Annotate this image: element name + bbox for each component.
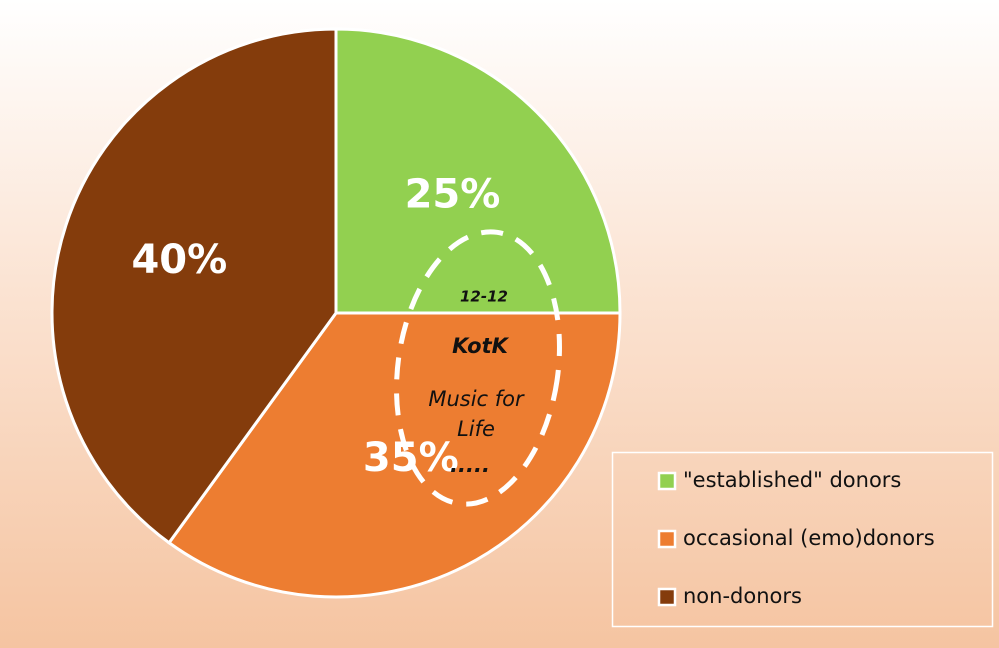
pie-slice — [334, 27, 622, 315]
legend-box — [611, 451, 994, 628]
legend-marker — [657, 471, 677, 491]
legend-marker — [657, 529, 677, 549]
pie-slice — [166, 311, 622, 599]
pie-slice — [50, 27, 338, 545]
annotation: Music for Life — [428, 387, 524, 441]
annotation: ..... — [450, 453, 490, 477]
legend-marker — [657, 587, 677, 607]
legend-label: "established" donors — [683, 468, 901, 492]
legend-label: occasional (emo)donors — [683, 526, 935, 550]
annotation: 12-12 — [460, 288, 508, 306]
pie — [50, 27, 622, 599]
highlight-ellipse — [394, 229, 562, 507]
data-label: 25% — [405, 172, 501, 218]
legend-label: non-donors — [683, 584, 802, 608]
annotation: KotK — [452, 334, 510, 358]
data-label: 35% — [363, 435, 459, 481]
data-label: 40% — [131, 237, 227, 283]
